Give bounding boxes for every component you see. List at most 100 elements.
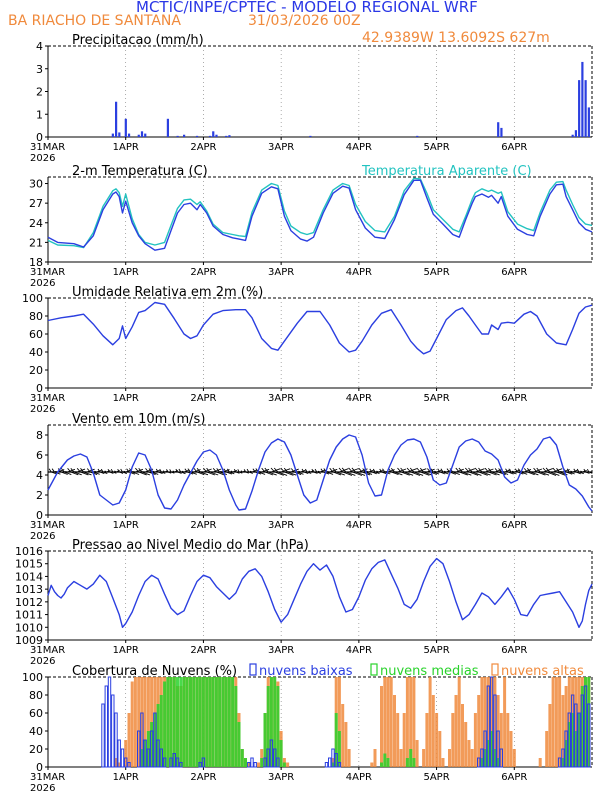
wind-barb xyxy=(161,471,166,474)
wind-barb xyxy=(283,467,288,473)
cloud-bar-nuvens-baixas xyxy=(146,748,151,768)
wind-barb xyxy=(576,468,580,473)
wind-barb xyxy=(227,468,230,473)
cloud-bar-nuvens-altas xyxy=(431,695,435,767)
panel-5-xtick-label: 4APR xyxy=(346,772,372,783)
panel-3-xtick-label: 6APR xyxy=(501,520,527,531)
wind-barb xyxy=(530,471,539,476)
wind-barb xyxy=(123,470,126,473)
cloud-bar-nuvens-altas xyxy=(551,677,555,767)
panel-3-xtick-label: 1APR xyxy=(113,520,139,531)
wind-barb xyxy=(229,471,235,475)
cloud-bar-nuvens-medias xyxy=(587,677,591,767)
wind-barb xyxy=(166,469,169,473)
wind-barb xyxy=(274,471,284,476)
wind-barb xyxy=(248,471,253,474)
wind-barb xyxy=(184,468,188,473)
apparent-temp-line xyxy=(47,177,593,249)
wind-barb xyxy=(232,469,238,473)
panel-0-xtick-label: 1APR xyxy=(113,142,139,153)
panel-5-xtick-label: 3APR xyxy=(268,772,294,783)
cloud-bar-nuvens-medias xyxy=(172,677,176,767)
cloud-bar-nuvens-baixas xyxy=(328,757,332,768)
wind-barb xyxy=(442,471,449,475)
wind-barb xyxy=(488,471,497,476)
precip-bar xyxy=(137,134,140,137)
cloud-bar-nuvens-baixas xyxy=(201,757,206,768)
precip-bar xyxy=(183,134,186,137)
cloud-bar-nuvens-altas xyxy=(564,686,568,767)
wind-barb xyxy=(452,471,460,476)
cloud-legend-swatch xyxy=(249,663,257,676)
wind-barb xyxy=(216,468,220,473)
panel-4-ytick-label: 1010 xyxy=(15,621,43,634)
wind-barb xyxy=(468,471,479,476)
panel-3-xtick-label: 4APR xyxy=(346,520,372,531)
wind-barb xyxy=(297,471,304,475)
wind-barb xyxy=(86,468,91,473)
panel-2-ytick-label: 40 xyxy=(29,346,43,359)
wind-barb xyxy=(203,468,212,473)
panel-1-ytick-label: 18 xyxy=(29,256,43,269)
wind-barb xyxy=(287,471,297,476)
panel-2-xtick-label: 2APR xyxy=(190,393,216,404)
cloud-legend-label: nuvens medias xyxy=(380,664,479,679)
wind-barb xyxy=(397,468,407,473)
wind-barb xyxy=(169,469,172,473)
wind-barb xyxy=(152,470,156,473)
panel-1-xtick-label: 5APR xyxy=(423,267,449,278)
panel-2-title: Umidade Relativa em 2m (%) xyxy=(72,285,263,300)
wind-barb xyxy=(517,468,522,473)
cloud-bar-nuvens-medias xyxy=(263,713,267,767)
precip-bar xyxy=(118,132,121,137)
wind-barb xyxy=(162,470,165,473)
cloud-bar-nuvens-medias xyxy=(564,740,568,767)
wind-barb xyxy=(230,470,233,473)
precip-bar xyxy=(500,127,503,137)
cloud-bar-nuvens-altas xyxy=(409,677,413,767)
cloud-bar-nuvens-baixas xyxy=(104,685,108,768)
panel-5-ytick-label: 100 xyxy=(22,671,43,684)
wind-barb xyxy=(527,471,535,476)
wind-barb xyxy=(225,471,233,475)
cloud-bar-nuvens-altas xyxy=(133,677,137,767)
panel-4-xtick-label: 1APR xyxy=(113,645,139,656)
cloud-bar-nuvens-altas xyxy=(344,722,348,767)
cloud-bar-nuvens-baixas xyxy=(149,730,154,768)
wind-barb xyxy=(196,471,205,476)
wind-barb xyxy=(138,468,143,473)
cloud-bar-nuvens-baixas xyxy=(493,694,497,768)
cloud-bar-nuvens-baixas xyxy=(111,694,115,768)
cloud-bar-nuvens-medias xyxy=(244,758,247,767)
wind-barb xyxy=(157,471,163,475)
cloud-bar-nuvens-altas xyxy=(130,681,134,767)
wind-barb xyxy=(73,471,82,476)
panel-0-ytick-label: 2 xyxy=(36,86,43,99)
panel-0-ytick-label: 0 xyxy=(36,131,43,144)
precip-bar xyxy=(212,131,215,137)
cloud-bar-nuvens-baixas xyxy=(153,712,157,768)
panel-3-ytick-label: 6 xyxy=(36,449,43,462)
cloud-bar-nuvens-baixas xyxy=(263,757,267,768)
wind-barb xyxy=(372,468,376,473)
wind-barb xyxy=(99,471,105,475)
panel-0-xtick-label: 4APR xyxy=(346,142,372,153)
wind-barb xyxy=(86,468,95,473)
cloud-bar-nuvens-baixas xyxy=(486,685,491,768)
cloud-bar-nuvens-altas xyxy=(509,731,513,767)
cloud-bar-nuvens-medias xyxy=(176,677,179,767)
cloud-bar-nuvens-medias xyxy=(143,740,147,767)
wind-barb xyxy=(391,471,399,476)
cloud-bar-nuvens-altas xyxy=(461,704,464,767)
cloud-bar-nuvens-baixas xyxy=(101,703,105,768)
wind-barb xyxy=(308,470,311,473)
wind-barb xyxy=(193,468,198,473)
wind-barb xyxy=(94,470,97,473)
panel-2-xtick-label: 5APR xyxy=(423,393,449,404)
cloud-bar-nuvens-medias xyxy=(195,677,199,767)
precip-bar xyxy=(571,134,574,137)
cloud-bar-nuvens-altas xyxy=(402,713,406,767)
precip-bar xyxy=(309,135,312,137)
precip-bar xyxy=(144,133,147,137)
wind-barb xyxy=(437,468,441,473)
